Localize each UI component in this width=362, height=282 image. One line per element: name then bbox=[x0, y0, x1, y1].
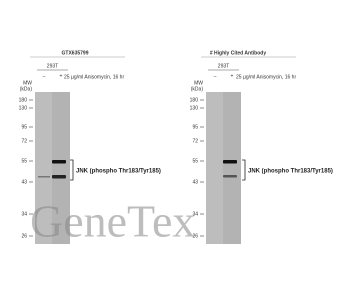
lane-label: + bbox=[231, 73, 234, 79]
band-label: JNK (phospho Thr183/Tyr185) bbox=[76, 169, 161, 175]
mw-marker: 72 bbox=[192, 138, 198, 144]
lane-label: + bbox=[60, 73, 63, 79]
mw-marker: 43 bbox=[192, 179, 198, 185]
mw-marker: 72 bbox=[21, 138, 27, 144]
band bbox=[52, 160, 66, 164]
mw-marker: 55 bbox=[192, 158, 198, 164]
mw-marker: 130 bbox=[190, 105, 199, 111]
watermark: GeneTex bbox=[30, 196, 195, 247]
gel-lane-inner bbox=[223, 92, 241, 244]
mw-marker: 180 bbox=[19, 97, 28, 103]
panel-title: # Highly Cited Antibody bbox=[210, 50, 266, 56]
band bbox=[52, 175, 66, 179]
lane-label: – bbox=[43, 73, 46, 79]
band bbox=[223, 160, 237, 164]
band bbox=[223, 175, 237, 178]
mw-header: (kDa) bbox=[191, 86, 204, 92]
mw-marker: 130 bbox=[19, 105, 28, 111]
cell-line: 293T bbox=[47, 63, 58, 69]
band-label: JNK (phospho Thr183/Tyr185) bbox=[248, 169, 333, 175]
lane-label: – bbox=[214, 73, 217, 79]
mw-marker: 55 bbox=[21, 158, 27, 164]
mw-marker: 34 bbox=[21, 211, 27, 217]
panel-title: GTX635799 bbox=[62, 50, 89, 56]
cell-line: 293T bbox=[218, 63, 229, 69]
mw-marker: 26 bbox=[21, 233, 27, 239]
figure: GTX635799293T–+25 µg/ml Anisomycin, 16 h… bbox=[0, 0, 362, 282]
treatment: 25 µg/ml Anisomycin, 16 hr bbox=[236, 74, 296, 80]
mw-marker: 95 bbox=[21, 124, 27, 130]
treatment: 25 µg/ml Anisomycin, 16 hr bbox=[64, 74, 124, 80]
band bbox=[38, 176, 50, 178]
mw-marker: 95 bbox=[192, 124, 198, 130]
mw-marker: 43 bbox=[21, 179, 27, 185]
mw-header: (kDa) bbox=[20, 86, 33, 92]
mw-marker: 180 bbox=[190, 97, 199, 103]
